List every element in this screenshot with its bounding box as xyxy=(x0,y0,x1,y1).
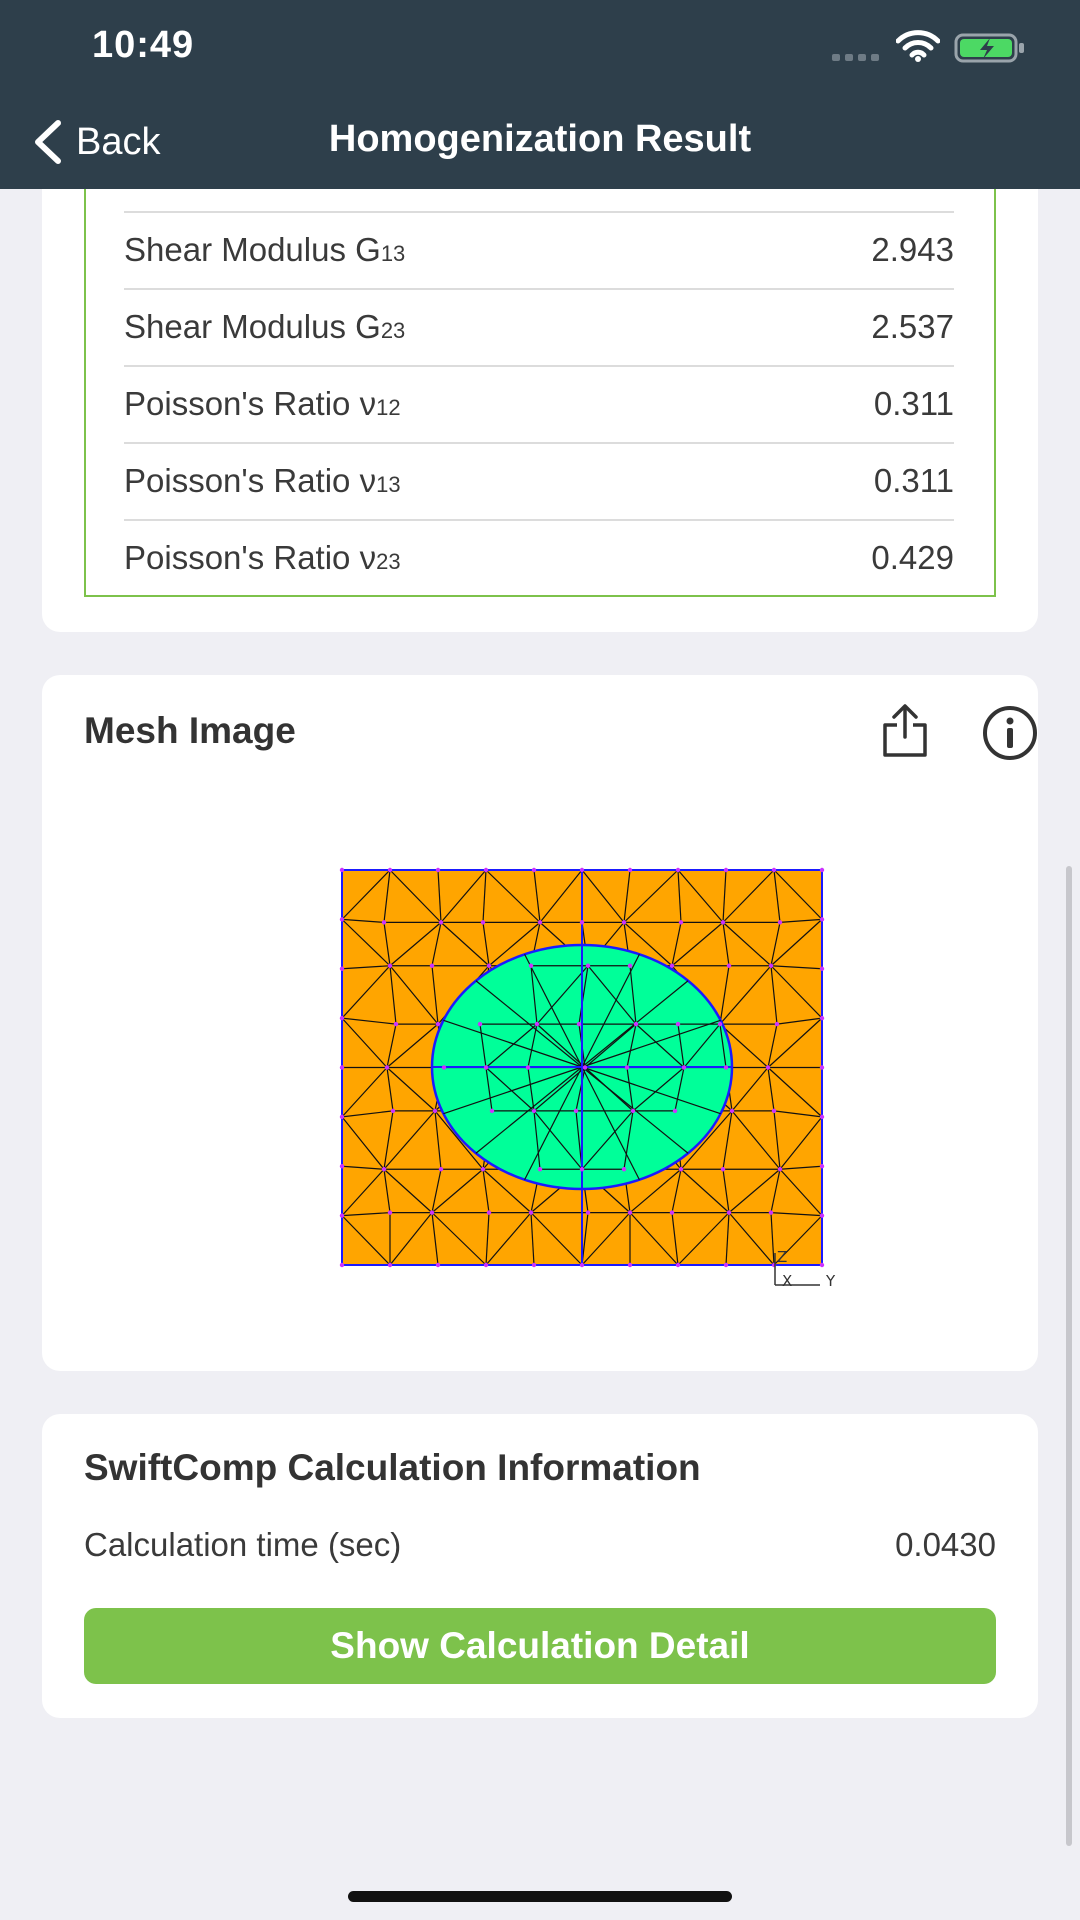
property-value: 0.429 xyxy=(871,539,954,576)
mesh-drawing xyxy=(339,867,825,1268)
show-calculation-detail-button[interactable]: Show Calculation Detail xyxy=(84,1608,996,1684)
property-label: Poisson's Ratio ν xyxy=(124,462,377,499)
info-icon[interactable] xyxy=(982,705,1038,761)
scrollbar[interactable] xyxy=(1066,866,1072,1846)
mesh-title: Mesh Image xyxy=(84,710,296,751)
property-value: 2.537 xyxy=(871,308,954,345)
mesh-image-card: Mesh Image Z X Y xyxy=(42,675,1038,1371)
calculation-info-card: SwiftComp Calculation Information Calcul… xyxy=(42,1414,1038,1718)
property-row: Poisson's Ratio ν 23 0.429 xyxy=(124,519,954,595)
page-title: Homogenization Result xyxy=(328,118,752,160)
property-label: Poisson's Ratio ν xyxy=(124,539,377,576)
property-label: Shear Modulus G xyxy=(124,231,381,268)
property-row: Poisson's Ratio ν 12 0.311 xyxy=(124,365,954,441)
mesh-image: Z X Y xyxy=(339,867,836,1290)
property-value: 2.943 xyxy=(871,231,954,268)
axis-z-label: Z xyxy=(777,1248,787,1266)
property-label: Poisson's Ratio ν xyxy=(124,385,377,422)
property-row: Shear Modulus G 23 2.537 xyxy=(124,288,954,364)
nav-header: 10:49 Back Homogenization Result xyxy=(0,0,1080,189)
battery-charging-icon xyxy=(954,33,1024,63)
calc-title: SwiftComp Calculation Information xyxy=(84,1447,701,1488)
back-button[interactable]: Back xyxy=(30,114,160,170)
axis-y-label: Y xyxy=(825,1272,836,1290)
status-time: 10:49 xyxy=(92,24,195,66)
calc-time-value: 0.0430 xyxy=(895,1526,996,1563)
wifi-icon xyxy=(896,30,940,62)
chevron-left-icon xyxy=(35,120,61,164)
calc-time-label: Calculation time (sec) xyxy=(84,1526,402,1563)
share-icon[interactable] xyxy=(880,703,930,759)
calc-time-row: Calculation time (sec) 0.0430 xyxy=(84,1526,996,1564)
axis-x-label: X xyxy=(782,1272,792,1290)
property-value: 0.311 xyxy=(873,385,954,422)
home-indicator[interactable] xyxy=(348,1891,732,1902)
cellular-signal-icon xyxy=(832,54,879,61)
property-row: Poisson's Ratio ν 13 0.311 xyxy=(124,442,954,518)
properties-table xyxy=(84,150,996,597)
property-row: Shear Modulus G 13 2.943 xyxy=(124,211,954,287)
property-label: Shear Modulus G xyxy=(124,308,381,345)
axis-triad: Z X Y xyxy=(774,1248,836,1290)
back-label: Back xyxy=(76,120,161,163)
property-value: 0.311 xyxy=(873,462,954,499)
